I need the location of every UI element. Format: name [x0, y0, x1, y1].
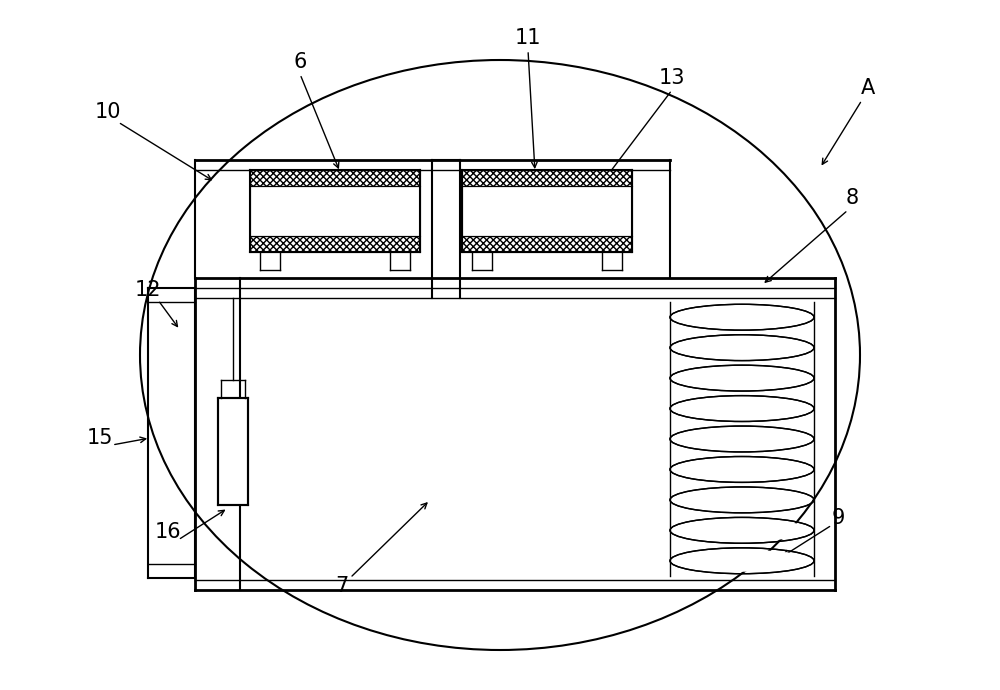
Ellipse shape — [672, 367, 812, 389]
Text: A: A — [861, 78, 875, 98]
Bar — [250, 236, 420, 252]
Ellipse shape — [672, 550, 812, 572]
Ellipse shape — [672, 520, 812, 541]
Ellipse shape — [672, 458, 812, 480]
Bar — [462, 170, 632, 186]
Ellipse shape — [672, 489, 812, 511]
Ellipse shape — [672, 337, 812, 359]
Ellipse shape — [672, 397, 812, 420]
Text: 12: 12 — [135, 280, 161, 300]
Bar — [250, 170, 420, 186]
Text: 8: 8 — [845, 188, 859, 208]
Text: 9: 9 — [831, 508, 845, 528]
Ellipse shape — [672, 306, 812, 328]
Text: 7: 7 — [335, 576, 349, 596]
Text: 10: 10 — [95, 102, 121, 122]
Bar — [250, 170, 420, 252]
Bar — [462, 236, 632, 252]
Text: 13: 13 — [659, 68, 685, 88]
Text: 15: 15 — [87, 428, 113, 448]
Bar — [250, 186, 420, 236]
Text: 16: 16 — [155, 522, 181, 542]
Bar — [462, 170, 632, 252]
Text: 6: 6 — [293, 52, 307, 72]
Text: 11: 11 — [515, 28, 541, 48]
Ellipse shape — [672, 428, 812, 450]
Bar — [462, 186, 632, 236]
Bar — [218, 398, 248, 505]
